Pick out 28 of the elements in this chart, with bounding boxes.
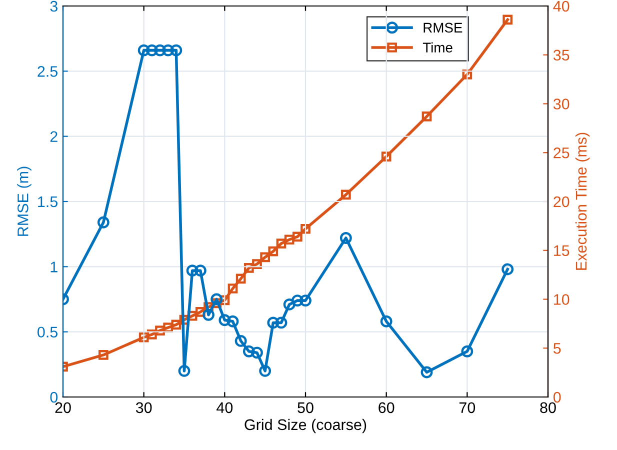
x-axis-title: Grid Size (coarse) — [244, 418, 366, 434]
x-tick-label: 60 — [378, 402, 394, 414]
x-tick-label: 70 — [459, 402, 476, 414]
x-tick-label: 50 — [298, 402, 314, 414]
y-tick-label: 0 — [50, 392, 58, 403]
y2-tick-label: 10 — [554, 294, 570, 305]
y2-tick-label: 15 — [554, 245, 570, 256]
y2-tick-label: 30 — [553, 98, 570, 110]
y-tick-label: 1 — [50, 262, 58, 272]
y2-axis-title: Execution Time (ms) — [575, 132, 590, 270]
y2-tick-label: 0 — [553, 392, 561, 403]
y2-tick-label: 40 — [553, 0, 570, 12]
y-tick-label: 1.5 — [38, 196, 58, 208]
y-tick-label: 2 — [50, 131, 58, 142]
x-tick-label: 30 — [136, 402, 152, 414]
legend-label: RMSE — [424, 22, 462, 33]
y2-tick-label: 35 — [553, 50, 570, 61]
y-tick-label: 0.5 — [38, 326, 58, 338]
y2-tick-label: 20 — [554, 196, 570, 208]
y2-tick-label: 5 — [553, 343, 561, 354]
y-tick-label: 3 — [50, 0, 58, 12]
x-tick-label: 40 — [216, 402, 233, 414]
y-axis-title: RMSE (m) — [17, 166, 32, 236]
y-tick-label: 2.5 — [38, 66, 58, 77]
y2-tick-label: 25 — [554, 147, 570, 158]
x-tick-label: 20 — [55, 402, 71, 414]
x-tick-label: 80 — [540, 402, 556, 414]
legend-label: Time — [422, 42, 452, 53]
